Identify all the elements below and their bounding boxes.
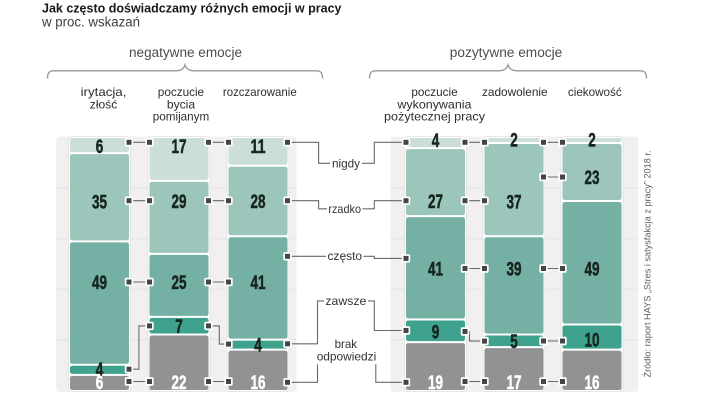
svg-text:39: 39 (507, 259, 522, 280)
svg-text:negatywne emocje: negatywne emocje (129, 45, 242, 60)
svg-text:22: 22 (172, 373, 187, 394)
svg-text:odpowiedzi: odpowiedzi (317, 349, 377, 363)
svg-text:41: 41 (251, 273, 266, 294)
svg-text:4: 4 (96, 360, 104, 381)
svg-text:23: 23 (585, 168, 600, 189)
svg-text:4: 4 (254, 335, 262, 356)
svg-text:brak: brak (335, 337, 358, 351)
svg-text:zawsze: zawsze (325, 294, 366, 308)
svg-text:poczucie: poczucie (158, 85, 205, 99)
svg-text:2: 2 (510, 130, 518, 151)
svg-text:27: 27 (428, 192, 443, 213)
svg-text:poczucie: poczucie (411, 85, 458, 99)
svg-text:nigdy: nigdy (332, 156, 360, 170)
svg-text:16: 16 (251, 373, 266, 394)
svg-text:ciekowość: ciekowość (568, 85, 622, 99)
svg-text:6: 6 (96, 137, 104, 158)
svg-text:Jak często doświadczamy różnyc: Jak często doświadczamy różnych emocji w… (42, 1, 342, 16)
svg-text:rzadko: rzadko (328, 202, 361, 216)
svg-text:29: 29 (172, 192, 187, 213)
svg-text:Żródło: raport HAYS „Stres i s: Żródło: raport HAYS „Stres i satysfakcja… (643, 151, 653, 378)
svg-text:2: 2 (588, 130, 596, 151)
svg-text:w proc. wskazań: w proc. wskazań (41, 15, 140, 30)
svg-text:17: 17 (172, 137, 187, 158)
svg-text:49: 49 (92, 273, 107, 294)
svg-text:pozytywne emocje: pozytywne emocje (450, 45, 563, 60)
svg-text:28: 28 (251, 192, 266, 213)
svg-text:37: 37 (507, 192, 522, 213)
svg-text:wykonywania: wykonywania (396, 97, 471, 111)
svg-text:25: 25 (172, 273, 187, 294)
svg-text:7: 7 (175, 317, 183, 338)
svg-text:19: 19 (428, 373, 443, 394)
svg-text:5: 5 (510, 332, 518, 353)
svg-text:rozczarowanie: rozczarowanie (223, 85, 297, 99)
svg-text:9: 9 (432, 322, 440, 343)
svg-text:49: 49 (585, 259, 600, 280)
svg-text:bycia: bycia (167, 97, 196, 111)
svg-text:11: 11 (251, 137, 266, 158)
svg-text:6: 6 (96, 373, 104, 394)
svg-text:często: często (328, 249, 363, 263)
svg-text:4: 4 (432, 131, 440, 152)
svg-text:16: 16 (585, 373, 600, 394)
svg-text:35: 35 (92, 192, 107, 213)
svg-text:złość: złość (90, 97, 118, 111)
svg-text:41: 41 (428, 259, 443, 280)
svg-text:17: 17 (507, 373, 522, 394)
svg-text:10: 10 (585, 330, 600, 351)
svg-text:zadowolenie: zadowolenie (482, 85, 548, 99)
svg-text:pomijanym: pomijanym (153, 110, 209, 124)
svg-text:pożytecznej pracy: pożytecznej pracy (384, 110, 485, 124)
svg-text:irytacja,: irytacja, (81, 85, 127, 99)
